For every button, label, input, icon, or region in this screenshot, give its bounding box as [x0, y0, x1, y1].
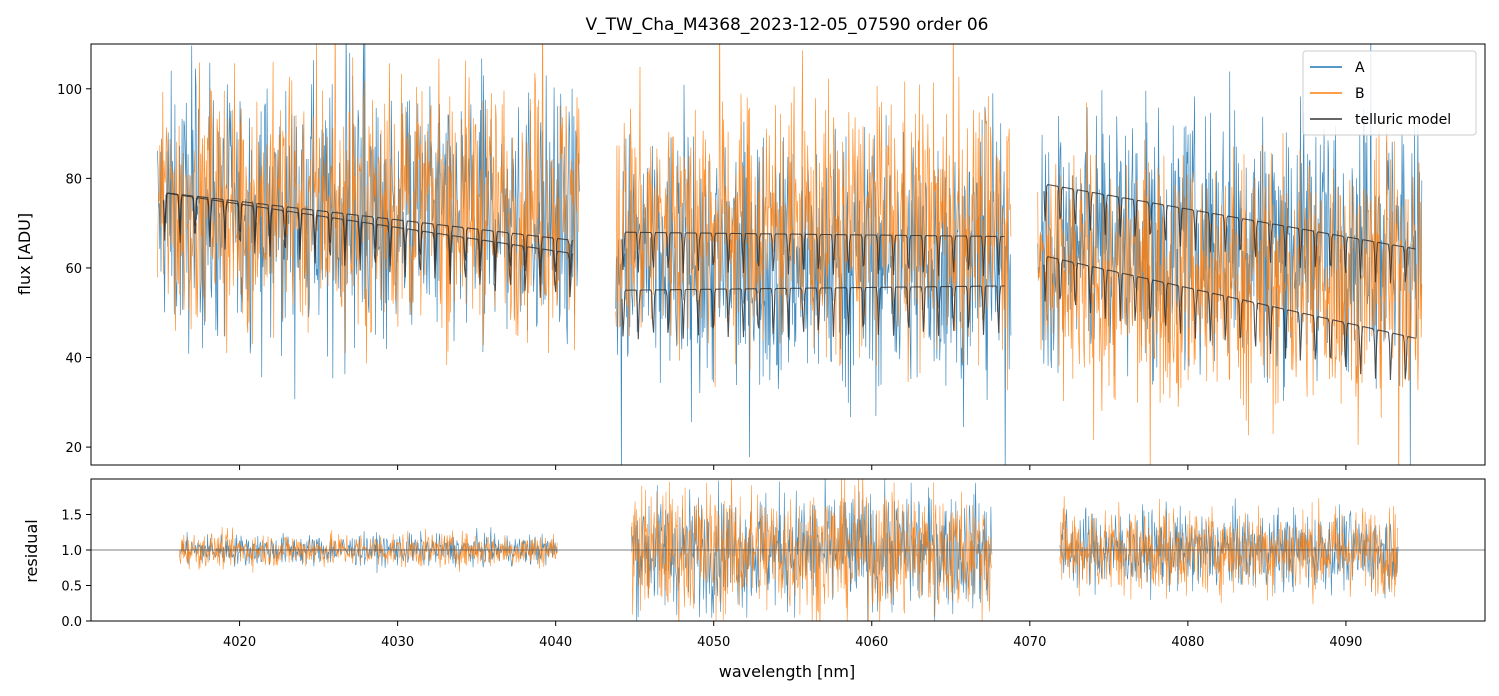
series-b-segment-2: [1037, 102, 1423, 465]
residual-panel: 0.0 0.5 1.0 1.5 4020 4030 4040 4050 4060 4070 408…: [22, 478, 1486, 681]
residual-b-segment-2: [1059, 496, 1399, 605]
residual-xtick-label: 4040: [539, 635, 572, 650]
residual-ytick-label: 1.0: [61, 544, 82, 559]
legend-label-b: B: [1355, 86, 1365, 102]
legend-box: [1302, 50, 1477, 136]
legend-label-a: A: [1355, 60, 1365, 76]
series-b-segment-0: [157, 44, 580, 366]
residual-xtick-label: 4050: [697, 635, 730, 650]
residual-xtick-label: 4030: [381, 635, 414, 650]
flux-ytick-label: 80: [65, 172, 82, 187]
telluric-model-upper-segment-2: [1043, 183, 1416, 284]
residual-x-ticks: 4020 4030 4040 4050 4060 4070 4080 4090: [223, 621, 1362, 650]
residual-xtick-label: 4020: [223, 635, 256, 650]
telluric-model-upper-segment-0: [163, 192, 574, 277]
chart-title: V_TW_Cha_M4368_2023-12-05_07590 order 06: [586, 15, 989, 35]
residual-y-ticks: 0.0 0.5 1.0 1.5: [61, 509, 91, 630]
residual-ylabel: residual: [22, 519, 41, 582]
residual-series-group: [91, 479, 1485, 621]
telluric-model-upper-segment-1: [621, 231, 1005, 277]
flux-axes-frame: [90, 43, 1486, 466]
flux-ytick-label: 40: [65, 352, 82, 367]
telluric-model-lower-segment-1: [621, 285, 1005, 340]
flux-ytick-label: 20: [65, 441, 82, 456]
residual-xtick-label: 4090: [1329, 635, 1362, 650]
legend-label-telluric: telluric model: [1355, 112, 1451, 128]
residual-xtick-label: 4080: [1171, 635, 1204, 650]
telluric-model-lower-segment-0: [163, 192, 574, 298]
residual-xtick-label: 4070: [1013, 635, 1046, 650]
x-axis-label: wavelength [nm]: [719, 662, 856, 681]
residual-b-segment-0: [179, 527, 558, 573]
flux-y-ticks: 20 40 60 80 100: [57, 83, 91, 456]
flux-ytick-label: 100: [57, 83, 82, 98]
flux-x-ticks: [239, 465, 1347, 470]
residual-xtick-label: 4060: [855, 635, 888, 650]
residual-b-segment-1: [631, 479, 993, 621]
residual-ytick-label: 0.0: [61, 615, 82, 630]
legend: A B telluric model: [1302, 50, 1477, 136]
flux-series-group: [157, 44, 1423, 465]
flux-panel: 20 40 60 80 100 flux [ADU] A B telluric mode…: [15, 43, 1486, 470]
telluric-model-lower-segment-2: [1043, 256, 1416, 381]
series-b-segment-1: [615, 44, 1012, 391]
residual-ytick-label: 1.5: [61, 509, 82, 524]
flux-ytick-label: 60: [65, 262, 82, 277]
flux-ylabel: flux [ADU]: [15, 213, 34, 295]
residual-ytick-label: 0.5: [61, 580, 82, 595]
